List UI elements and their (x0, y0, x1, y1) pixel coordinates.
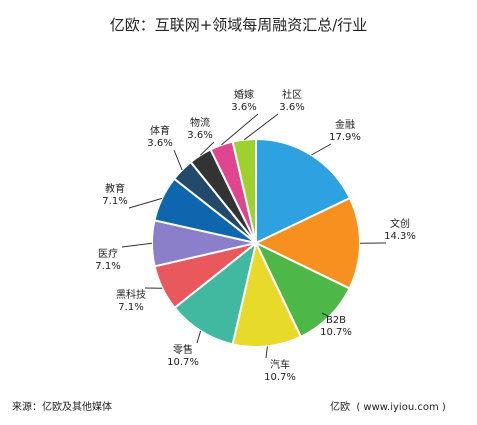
slice-label-1: 文创 (390, 217, 410, 230)
slice-value-2: 10.7% (320, 327, 352, 338)
leader-line-7 (128, 197, 163, 209)
leader-line-10 (221, 113, 259, 146)
slice-value-3: 10.7% (264, 372, 296, 383)
slice-label-5: 黑科技 (116, 288, 146, 301)
pie-slice-3 (231, 239, 303, 348)
slice-value-9: 3.6% (187, 130, 212, 141)
leader-line-11 (243, 113, 279, 141)
brand-note: 亿欧 ( www.iyiou.com ) (330, 402, 446, 413)
slice-value-8: 3.6% (147, 138, 172, 149)
leader-line-4 (196, 330, 202, 344)
slice-label-4: 零售 (173, 343, 193, 356)
slice-label-8: 体育 (150, 124, 170, 137)
slice-value-1: 14.3% (384, 231, 416, 242)
slice-labels: 金融17.9%文创14.3%B2B10.7%汽车10.7%零售10.7%黑科技7… (95, 88, 416, 383)
leader-lines (121, 113, 387, 359)
slice-value-11: 3.6% (279, 102, 304, 113)
leader-line-9 (199, 141, 215, 156)
slice-value-10: 3.6% (231, 102, 256, 113)
leader-line-2 (321, 312, 330, 318)
chart-title: 亿欧：互联网+领域每周融资汇总/行业 (109, 16, 368, 34)
slice-label-9: 物流 (190, 116, 210, 129)
pie-slice-11 (231, 137, 257, 244)
source-note: 来源：亿欧及其他媒体 (12, 402, 112, 413)
pie-slice-1 (253, 196, 361, 290)
leader-line-3 (265, 346, 268, 359)
slice-value-5: 7.1% (118, 302, 143, 313)
slice-value-7: 7.1% (102, 196, 127, 207)
leader-line-0 (311, 143, 332, 156)
slice-value-6: 7.1% (95, 261, 120, 272)
pie-slices (150, 137, 361, 348)
leader-line-6 (121, 242, 153, 248)
slice-label-7: 教育 (105, 182, 125, 195)
slice-value-0: 17.9% (329, 132, 361, 143)
slice-label-11: 社区 (282, 88, 302, 101)
slice-label-0: 金融 (335, 118, 355, 131)
slice-label-2: B2B (326, 315, 346, 326)
leader-line-8 (173, 149, 183, 171)
slice-label-6: 医疗 (98, 247, 118, 260)
pie-slice-4 (173, 240, 258, 346)
slice-label-3: 汽车 (270, 358, 290, 371)
slice-value-4: 10.7% (167, 357, 199, 368)
slice-label-10: 婚嫁 (234, 88, 254, 101)
